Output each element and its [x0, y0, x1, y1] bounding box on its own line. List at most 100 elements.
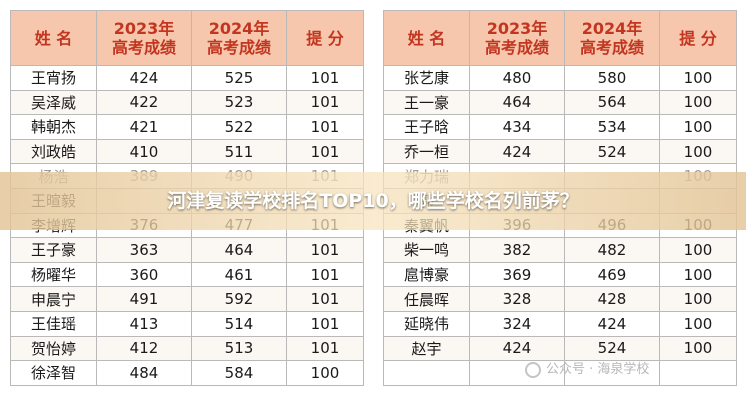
score-cell: 480	[469, 65, 565, 91]
score-cell: 328	[469, 286, 565, 312]
table-row: 张艺康 480 580 100	[383, 65, 737, 91]
score-cell: 382	[469, 237, 565, 263]
student-name-cell: 贺怡婷	[10, 335, 97, 362]
table-row: 徐泽智 484 584 100	[10, 360, 364, 386]
score-cell: 424	[564, 310, 660, 337]
student-name-cell: 王一豪	[383, 89, 470, 116]
score-cell: 584	[191, 360, 287, 386]
score-cell: 369	[469, 261, 565, 288]
score-gain-cell: 101	[286, 114, 364, 140]
score-cell: 424	[469, 335, 565, 362]
student-name-cell: 王佳瑶	[10, 310, 97, 337]
table-row: 王佳瑶 413 514 101	[10, 310, 364, 337]
table-row: 王子豪 363 464 101	[10, 237, 364, 263]
table-row: 王宵扬 424 525 101	[10, 65, 364, 91]
score-cell: 523	[191, 89, 287, 116]
score-cell: 511	[191, 138, 287, 165]
score-cell: 363	[96, 237, 192, 263]
column-header: 2024年 高考成绩	[191, 10, 287, 66]
score-cell: 514	[191, 310, 287, 337]
student-name-cell: 柴一鸣	[383, 237, 470, 263]
score-gain-cell: 101	[286, 237, 364, 263]
score-gain-cell: 100	[659, 237, 737, 263]
student-name-cell: 杨曜华	[10, 261, 97, 288]
table-row: 王一豪 464 564 100	[383, 89, 737, 116]
table-row: 延晓伟 324 424 100	[383, 310, 737, 337]
score-gain-cell	[659, 360, 737, 386]
score-cell: 422	[96, 89, 192, 116]
table-row: 乔一桓 424 524 100	[383, 138, 737, 165]
table-row: 贺怡婷 412 513 101	[10, 335, 364, 362]
wechat-icon	[525, 361, 541, 378]
student-name-cell: 王子晗	[383, 114, 470, 140]
score-gain-cell: 101	[286, 89, 364, 116]
score-gain-cell: 101	[286, 286, 364, 312]
student-name-cell: 韩朝杰	[10, 114, 97, 140]
title-banner	[0, 172, 746, 230]
score-cell: 464	[191, 237, 287, 263]
score-cell: 324	[469, 310, 565, 337]
score-cell: 513	[191, 335, 287, 362]
score-cell: 421	[96, 114, 192, 140]
table-row: 王子晗 434 534 100	[383, 114, 737, 140]
score-gain-cell: 101	[286, 310, 364, 337]
score-cell: 522	[191, 114, 287, 140]
student-name-cell: 王宵扬	[10, 65, 97, 91]
table-row: 任晨晖 328 428 100	[383, 286, 737, 312]
table-row: 柴一鸣 382 482 100	[383, 237, 737, 263]
score-gain-cell: 101	[286, 261, 364, 288]
student-name-cell: 徐泽智	[10, 360, 97, 386]
student-name-cell: 张艺康	[383, 65, 470, 91]
score-gain-cell: 100	[659, 261, 737, 288]
table-row: 赵宇 424 524 100	[383, 335, 737, 362]
score-cell: 413	[96, 310, 192, 337]
score-cell: 491	[96, 286, 192, 312]
student-name-cell: 乔一桓	[383, 138, 470, 165]
score-cell	[469, 360, 565, 386]
score-cell: 580	[564, 65, 660, 91]
watermark: 公众号 · 海泉学校	[525, 358, 649, 382]
score-cell: 412	[96, 335, 192, 362]
score-gain-cell: 100	[659, 335, 737, 362]
student-name-cell: 延晓伟	[383, 310, 470, 337]
score-cell: 524	[564, 335, 660, 362]
table-row: 扈博豪 369 469 100	[383, 261, 737, 288]
score-cell: 534	[564, 114, 660, 140]
score-cell: 592	[191, 286, 287, 312]
score-cell: 525	[191, 65, 287, 91]
score-gain-cell: 100	[659, 138, 737, 165]
student-name-cell: 申晨宁	[10, 286, 97, 312]
column-header: 2023年 高考成绩	[96, 10, 192, 66]
score-gain-cell: 101	[286, 65, 364, 91]
student-name-cell: 赵宇	[383, 335, 470, 362]
score-cell: 434	[469, 114, 565, 140]
student-name-cell: 刘政皓	[10, 138, 97, 165]
table-header-row: 姓 名 2023年 高考成绩 2024年 高考成绩提 分	[383, 10, 737, 66]
table-row	[383, 360, 737, 386]
score-cell: 564	[564, 89, 660, 116]
student-name-cell	[383, 360, 470, 386]
score-cell: 484	[96, 360, 192, 386]
banner-title: 河津复读学校排名TOP10，哪些学校名列前茅？	[167, 190, 579, 212]
column-header: 2024年 高考成绩	[564, 10, 660, 66]
student-name-cell: 吴泽威	[10, 89, 97, 116]
column-header: 姓 名	[383, 10, 470, 66]
column-header: 2023年 高考成绩	[469, 10, 565, 66]
table-row: 刘政皓 410 511 101	[10, 138, 364, 165]
score-gain-cell: 101	[286, 335, 364, 362]
score-gain-cell: 101	[286, 138, 364, 165]
table-row: 吴泽威 422 523 101	[10, 89, 364, 116]
score-cell: 410	[96, 138, 192, 165]
score-cell: 424	[96, 65, 192, 91]
table-row: 申晨宁 491 592 101	[10, 286, 364, 312]
column-header: 姓 名	[10, 10, 97, 66]
student-name-cell: 扈博豪	[383, 261, 470, 288]
table-row: 杨曜华 360 461 101	[10, 261, 364, 288]
table-header-row: 姓 名 2023年 高考成绩 2024年 高考成绩提 分	[10, 10, 364, 66]
score-gain-cell: 100	[659, 310, 737, 337]
score-gain-cell: 100	[659, 286, 737, 312]
column-header: 提 分	[286, 10, 364, 66]
score-gain-cell: 100	[659, 65, 737, 91]
student-name-cell: 任晨晖	[383, 286, 470, 312]
table-row: 韩朝杰 421 522 101	[10, 114, 364, 140]
